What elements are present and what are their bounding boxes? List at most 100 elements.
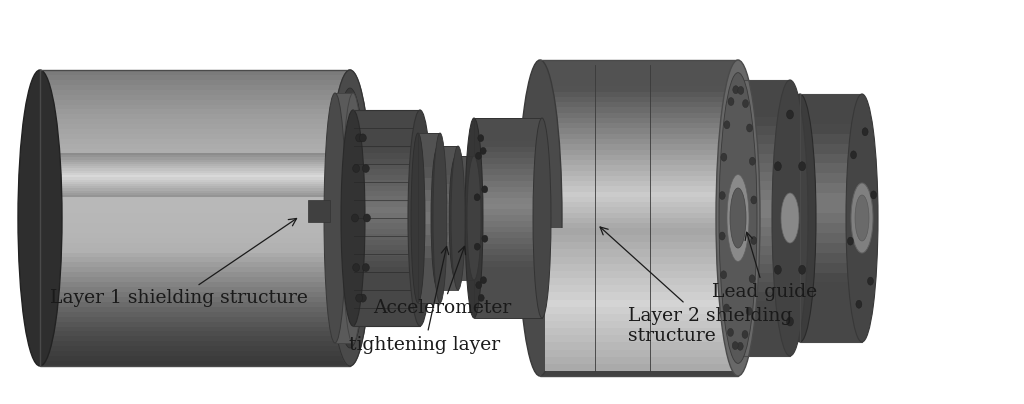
Ellipse shape: [333, 88, 367, 348]
Bar: [540, 113, 738, 118]
Bar: [50, 173, 350, 175]
Bar: [353, 185, 420, 191]
Ellipse shape: [474, 194, 480, 201]
Bar: [800, 124, 862, 134]
Bar: [40, 248, 350, 252]
Bar: [40, 346, 350, 351]
Bar: [800, 332, 862, 342]
Bar: [418, 133, 440, 144]
Bar: [738, 301, 790, 310]
Bar: [438, 271, 458, 280]
Bar: [438, 213, 458, 223]
Ellipse shape: [851, 183, 873, 253]
Bar: [40, 317, 350, 322]
Ellipse shape: [352, 164, 359, 173]
Bar: [545, 242, 733, 249]
Bar: [545, 357, 733, 364]
Ellipse shape: [362, 263, 370, 271]
Bar: [545, 264, 733, 271]
Ellipse shape: [518, 60, 562, 376]
Ellipse shape: [724, 121, 730, 129]
Ellipse shape: [772, 80, 808, 356]
Bar: [540, 307, 738, 313]
Bar: [474, 147, 542, 152]
Ellipse shape: [730, 188, 746, 248]
Bar: [738, 282, 790, 292]
Bar: [353, 278, 420, 283]
Bar: [800, 143, 862, 154]
Bar: [353, 110, 420, 116]
Bar: [540, 97, 738, 102]
Bar: [40, 277, 350, 282]
Bar: [456, 206, 474, 214]
Bar: [738, 135, 790, 144]
Bar: [738, 310, 790, 319]
Bar: [540, 191, 738, 197]
Bar: [353, 202, 420, 207]
Bar: [540, 139, 738, 144]
Ellipse shape: [728, 97, 734, 105]
Bar: [50, 168, 350, 170]
Bar: [540, 281, 738, 286]
Ellipse shape: [449, 156, 463, 280]
Bar: [540, 360, 738, 366]
Bar: [40, 159, 350, 164]
Bar: [40, 213, 350, 218]
Bar: [800, 94, 862, 342]
Bar: [40, 109, 350, 114]
Bar: [40, 312, 350, 317]
Bar: [353, 304, 420, 310]
Bar: [418, 178, 440, 189]
Ellipse shape: [862, 128, 868, 136]
Bar: [800, 223, 862, 233]
Bar: [40, 297, 350, 302]
Bar: [540, 313, 738, 318]
Ellipse shape: [534, 118, 551, 318]
Bar: [738, 246, 790, 255]
Ellipse shape: [855, 195, 869, 241]
Bar: [540, 208, 738, 213]
Bar: [456, 230, 474, 239]
Ellipse shape: [364, 214, 371, 222]
Ellipse shape: [352, 263, 359, 271]
Bar: [50, 157, 350, 160]
Bar: [418, 201, 440, 213]
Bar: [40, 341, 350, 346]
Bar: [353, 261, 420, 267]
Bar: [474, 267, 542, 272]
Bar: [540, 76, 738, 81]
Bar: [40, 257, 350, 263]
Bar: [418, 269, 440, 280]
Ellipse shape: [328, 70, 372, 366]
Bar: [353, 169, 420, 175]
Bar: [540, 81, 738, 86]
Bar: [540, 339, 738, 344]
Ellipse shape: [411, 133, 425, 303]
Bar: [50, 195, 350, 197]
Bar: [353, 288, 420, 294]
Ellipse shape: [478, 135, 483, 142]
Bar: [545, 292, 733, 299]
Bar: [545, 335, 733, 343]
Bar: [540, 202, 738, 208]
Ellipse shape: [341, 110, 365, 326]
Bar: [738, 107, 790, 117]
Bar: [308, 200, 330, 222]
Bar: [40, 243, 350, 248]
Bar: [800, 292, 862, 302]
Bar: [50, 155, 350, 157]
Ellipse shape: [799, 265, 806, 274]
Bar: [40, 208, 350, 213]
Bar: [40, 322, 350, 326]
Ellipse shape: [359, 294, 367, 302]
Bar: [50, 184, 350, 186]
Bar: [540, 165, 738, 170]
Bar: [800, 213, 862, 223]
Bar: [40, 252, 350, 257]
Bar: [540, 286, 738, 292]
Bar: [474, 249, 542, 255]
Bar: [540, 65, 738, 71]
Bar: [474, 232, 542, 238]
Ellipse shape: [324, 93, 346, 343]
Bar: [474, 124, 542, 129]
